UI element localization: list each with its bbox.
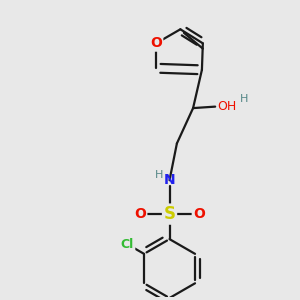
Text: O: O (134, 207, 146, 221)
Text: H: H (239, 94, 248, 104)
Text: OH: OH (217, 100, 237, 113)
Text: H: H (155, 170, 164, 180)
Text: O: O (193, 207, 205, 221)
Text: Cl: Cl (121, 238, 134, 251)
Text: S: S (164, 205, 175, 223)
Text: N: N (164, 173, 175, 187)
Text: O: O (150, 36, 162, 50)
